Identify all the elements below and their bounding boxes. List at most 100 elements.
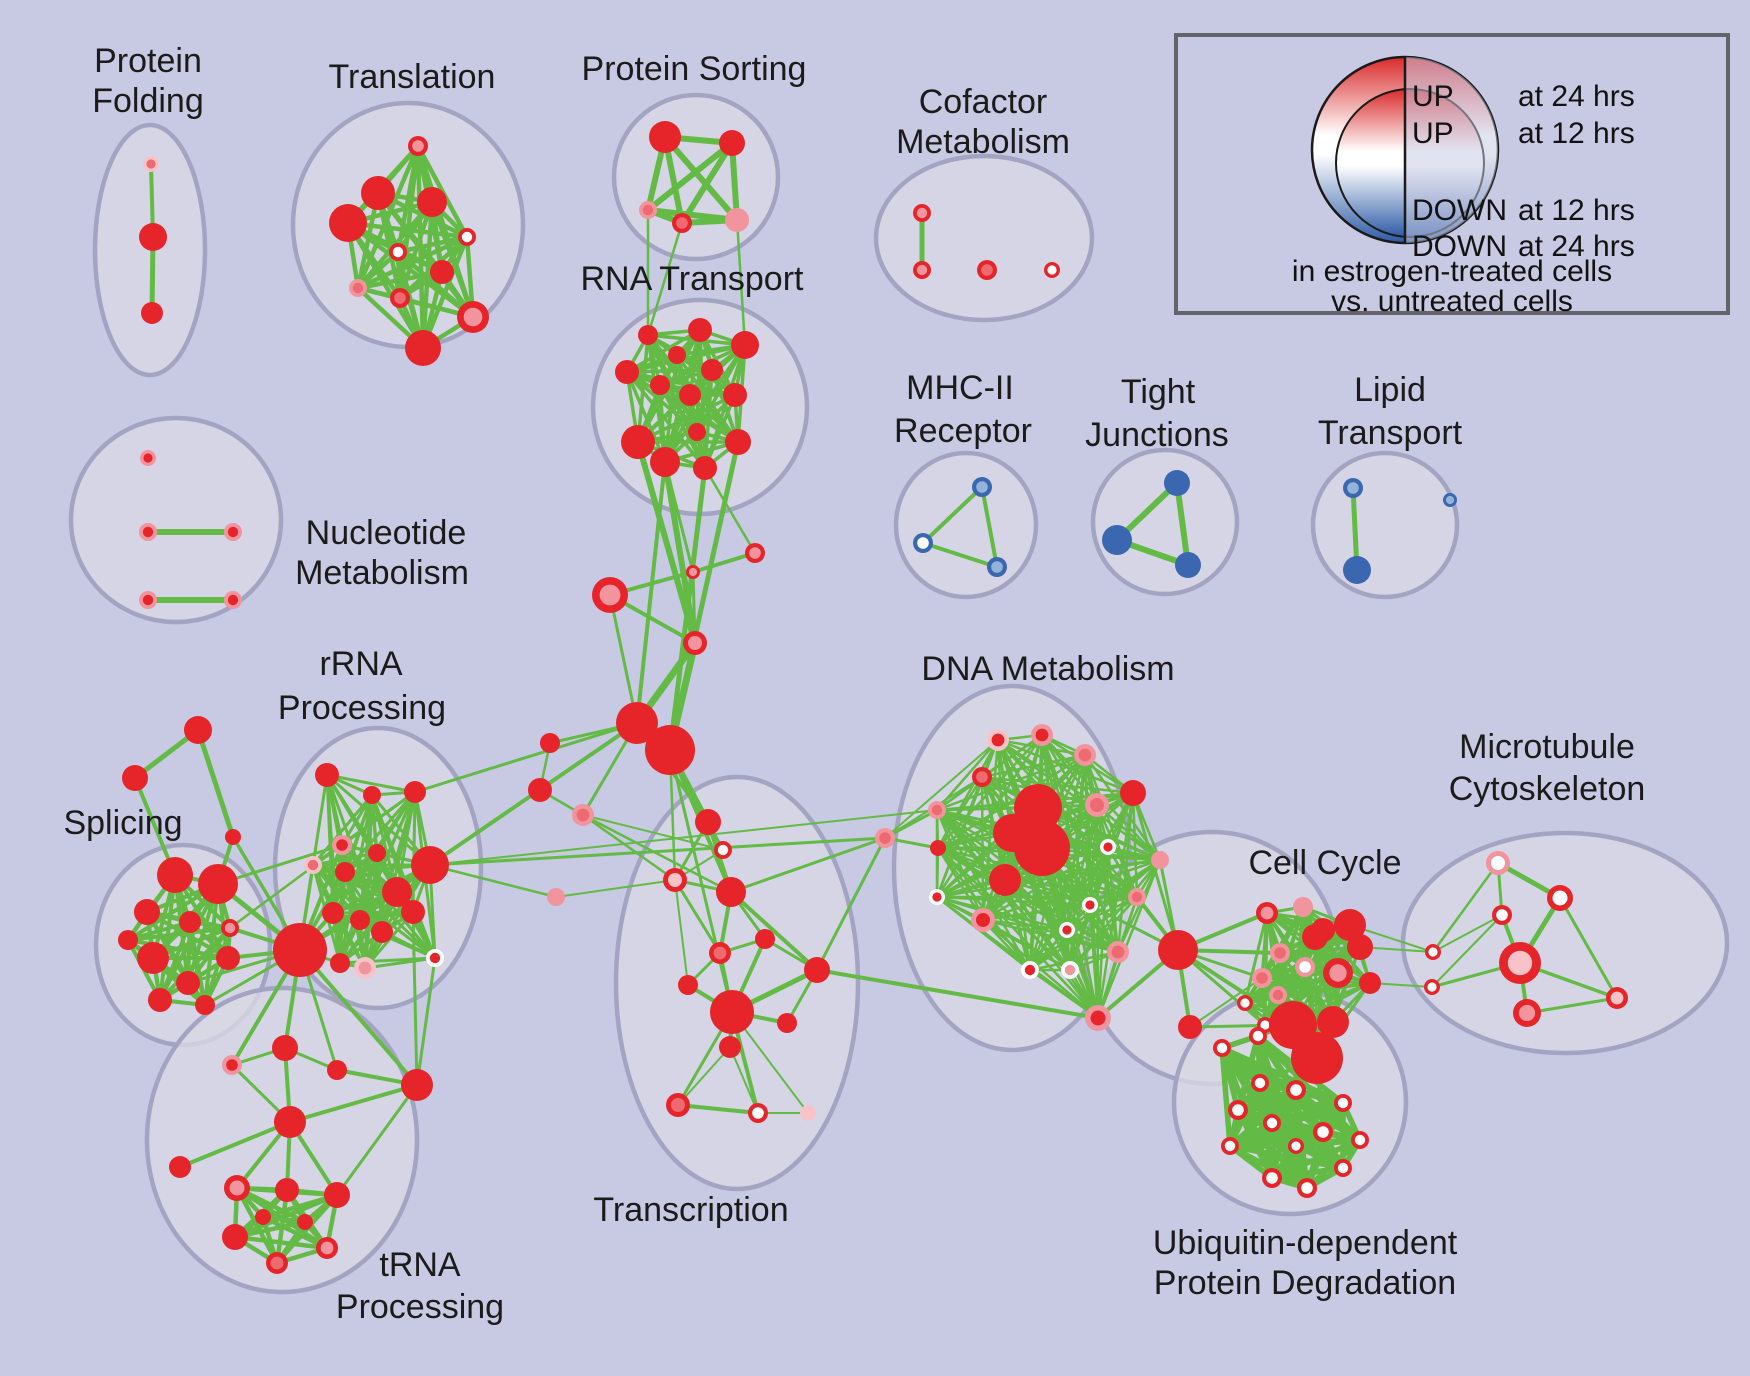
gene-node	[639, 201, 657, 219]
cluster-label: Transport	[1318, 414, 1463, 452]
gene-node	[122, 765, 148, 791]
gene-node	[1302, 924, 1328, 950]
edge	[921, 541, 999, 569]
edge	[980, 775, 1135, 795]
gene-node	[723, 383, 747, 407]
edge	[582, 814, 724, 851]
gene-node	[157, 857, 193, 893]
gene-node	[1252, 968, 1272, 988]
gene-node	[1313, 1122, 1333, 1142]
gene-node	[714, 841, 732, 859]
gene-node	[666, 1093, 690, 1117]
gene-node	[1359, 972, 1381, 994]
cluster-label: rRNA	[319, 645, 402, 683]
gene-node	[683, 631, 707, 655]
gene-node	[221, 919, 239, 937]
gene-node	[1221, 1137, 1239, 1155]
gene-node	[1164, 470, 1190, 496]
gene-node	[1347, 934, 1373, 960]
cluster-label: DNA Metabolism	[921, 650, 1174, 688]
edge	[662, 134, 740, 223]
edge	[981, 858, 1162, 922]
edge	[1276, 981, 1372, 997]
gene-node	[913, 261, 931, 279]
gene-node	[645, 725, 695, 775]
gene-node	[1334, 1159, 1352, 1177]
edge	[981, 918, 1120, 954]
gene-node	[615, 360, 639, 384]
edge	[935, 858, 1162, 899]
gene-node	[1213, 1039, 1231, 1057]
edge	[363, 863, 432, 970]
edge	[935, 808, 985, 922]
edge	[1028, 803, 1099, 972]
cluster-label: Microtubule	[1459, 728, 1635, 766]
edge	[662, 459, 698, 646]
gene-node	[316, 1237, 338, 1259]
gene-node	[1547, 885, 1573, 911]
gene-node	[389, 243, 407, 261]
edge	[335, 1083, 419, 1197]
edge	[608, 593, 639, 725]
gene-node	[363, 786, 381, 804]
cluster-label: Protein Degradation	[1154, 1264, 1456, 1302]
gene-node	[1256, 902, 1278, 924]
gene-node	[1031, 724, 1053, 746]
gene-node	[390, 288, 410, 308]
cluster-ellipse	[1310, 450, 1460, 600]
cluster-label: Ubiquitin-dependent	[1153, 1224, 1458, 1262]
gene-node	[1085, 793, 1109, 817]
edge	[158, 873, 177, 1002]
edge	[311, 773, 329, 867]
gene-node	[1424, 979, 1440, 995]
edge	[703, 466, 757, 555]
edge	[815, 836, 887, 972]
gene-node	[1102, 525, 1132, 555]
edge	[1174, 480, 1191, 568]
edge	[1065, 928, 1100, 1020]
edge	[1065, 803, 1099, 932]
gene-node	[755, 929, 775, 949]
gene-node	[616, 702, 658, 744]
edge	[363, 956, 437, 970]
cluster-label: Folding	[92, 82, 204, 120]
edge	[679, 140, 735, 226]
edge	[936, 846, 1100, 1020]
gene-node	[222, 1224, 248, 1250]
edge	[1131, 791, 1180, 952]
gene-node	[547, 888, 565, 906]
edge	[1096, 858, 1162, 1020]
edge	[921, 485, 984, 545]
edge	[980, 485, 999, 569]
cluster-label: Processing	[336, 1288, 504, 1326]
edge	[645, 140, 735, 213]
gene-node	[710, 990, 754, 1034]
edge	[1068, 858, 1162, 972]
gene-node	[913, 533, 933, 553]
edge	[1432, 914, 1503, 953]
gene-node	[332, 835, 352, 855]
gene-node	[987, 729, 1009, 751]
edge	[355, 269, 445, 291]
cluster-ellipse	[613, 774, 861, 1192]
gene-node	[1297, 1178, 1317, 1198]
gene-node	[176, 971, 200, 995]
edge	[677, 1046, 731, 1106]
gene-node	[800, 1105, 816, 1121]
edge	[581, 813, 733, 894]
gene-node	[315, 763, 339, 787]
gene-node	[1151, 851, 1169, 869]
gene-node	[748, 1103, 768, 1123]
gene-node	[1021, 961, 1039, 979]
edge	[178, 1120, 292, 1169]
edge	[325, 773, 417, 794]
gene-node	[1288, 1138, 1304, 1154]
edge	[729, 1046, 759, 1114]
edge	[729, 890, 819, 972]
gene-node	[274, 1106, 306, 1138]
edge	[635, 460, 667, 725]
gene-node	[404, 781, 426, 803]
cluster-label: Metabolism	[295, 554, 469, 592]
